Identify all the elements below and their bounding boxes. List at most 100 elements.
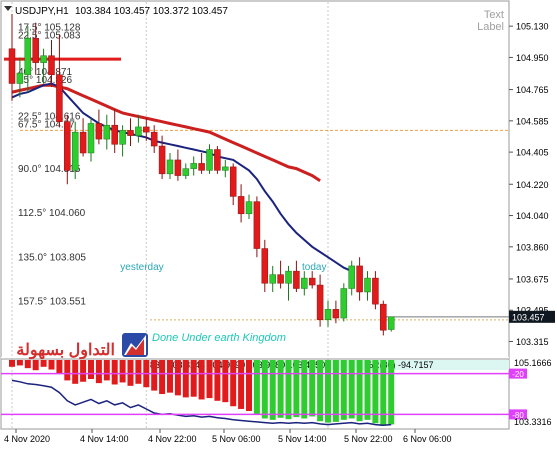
candle-body: [261, 248, 269, 284]
candle-body: [182, 168, 190, 176]
indicator-bar: [24, 360, 31, 369]
indicator-bar: [174, 360, 181, 396]
fib-level-label: 90.0° 104.315: [18, 164, 81, 175]
indicator-bar: [325, 360, 331, 423]
price-tick-label: 104.950: [516, 53, 549, 63]
fib-level-label: 45° 104.826: [18, 75, 72, 86]
indicator-bar: [340, 360, 347, 420]
fib-level-label: 17.5° 105.128: [18, 23, 81, 34]
day-separator-label: today: [302, 262, 326, 273]
candle-body: [71, 131, 79, 171]
indicator-bar: [48, 360, 55, 370]
indicator-name: %R(80): [365, 360, 396, 370]
indicator-bar: [182, 360, 189, 398]
indicator-axis-label-top: 105.1666: [514, 358, 552, 368]
indicator-bar: [103, 360, 110, 381]
fib-level-label: 157.5° 103.551: [18, 296, 86, 307]
price-tick-label: 104.220: [516, 180, 549, 190]
current-price-box: [509, 310, 555, 323]
indicator-bar: [238, 360, 245, 409]
indicator-bar: [111, 360, 118, 385]
price-tick-label: 103.860: [516, 242, 549, 252]
indicator-bar: [151, 360, 158, 391]
price-tick-label: 103.675: [516, 274, 549, 284]
indicator-bar: [159, 360, 166, 394]
price-tick-label: 103.495: [516, 306, 549, 316]
indicator-bar: [9, 360, 15, 367]
indicator-bar: [214, 360, 221, 401]
moving-averages: [11, 82, 353, 273]
indicator-bar: [80, 360, 87, 382]
indicator-bar: [301, 360, 308, 419]
indicator-readout: 832 103.8244 104.9790 103.9280 103.4150: [150, 360, 325, 370]
candle-body: [387, 316, 395, 330]
price-tick-label: 104.765: [516, 85, 549, 95]
text-label-line1: Text: [484, 9, 504, 21]
candle-body: [166, 159, 174, 175]
fib-level-label: 112.5° 104.060: [18, 208, 86, 219]
ohlc-readout: 103.384 103.457 103.372 103.457: [75, 6, 228, 17]
day-separators: yesterday today: [11, 2, 329, 429]
candle-body: [127, 130, 134, 136]
candle-body: [380, 303, 387, 331]
indicator-bar: [388, 360, 395, 425]
fast-moving-average-line: [11, 82, 353, 273]
candles: [8, 14, 395, 336]
price-tick-label: 103.315: [516, 337, 549, 347]
candle-body: [214, 149, 221, 171]
candle-body: [293, 270, 300, 289]
indicator-bar: [253, 360, 260, 415]
indicator-bar: [261, 360, 268, 419]
candle-body: [301, 277, 308, 289]
slow-moving-average-line: [11, 83, 321, 183]
candle-body: [316, 284, 324, 321]
indicator-bar: [40, 360, 47, 367]
candle-body: [245, 201, 253, 215]
candle-body: [198, 163, 205, 171]
time-tick-label: 4 Nov 22:00: [148, 434, 197, 444]
indicator-bar: [222, 360, 229, 403]
indicator-bar: [95, 360, 102, 384]
candle-body: [8, 48, 16, 84]
candle-body: [119, 130, 126, 145]
candle-body: [95, 123, 103, 140]
candle-body: [111, 124, 118, 145]
indicator-bar: [372, 360, 379, 424]
indicator-bar: [348, 360, 355, 419]
candle-body: [229, 166, 237, 197]
indicator-bar: [277, 360, 284, 418]
indicator-bar: [293, 360, 300, 418]
candle-body: [269, 274, 276, 284]
candle-body: [32, 38, 39, 63]
indicator-bar: [285, 360, 292, 420]
candle-body: [308, 277, 316, 286]
indicator-level-label: -20: [512, 370, 524, 379]
indicator-bar: [309, 360, 316, 417]
brand-logo-icon: [122, 333, 148, 357]
dropdown-triangle-icon[interactable]: [4, 6, 12, 11]
indicator-bar: [364, 360, 371, 420]
symbol-label: USDJPY,H1: [15, 6, 69, 17]
watermark-text: Done Under earth Kingdom: [152, 332, 286, 344]
candle-body: [324, 309, 332, 321]
indicator-level-label: -80: [512, 411, 524, 420]
candle-body: [285, 270, 292, 284]
time-tick-label: 6 Nov 06:00: [403, 434, 452, 444]
text-label-line2: Label: [477, 21, 504, 33]
candle-body: [24, 38, 32, 76]
candle-body: [143, 126, 150, 133]
brand-arabic-text: التداول بسهولة: [16, 342, 115, 360]
candle-body: [222, 166, 229, 171]
time-tick-label: 5 Nov 06:00: [212, 434, 261, 444]
candle-body: [48, 55, 55, 76]
indicator-divider: [1, 357, 509, 359]
indicator-bar: [356, 360, 363, 422]
candle-body: [103, 124, 111, 140]
candle-body: [190, 163, 197, 169]
price-tick-label: 104.585: [516, 116, 549, 126]
williams-r-indicator: 832 103.8244 104.9790 103.9280 103.4150%…: [1, 357, 552, 427]
fib-level-label: 67.5° 104.57: [18, 119, 75, 130]
candle-body: [340, 288, 348, 319]
indicator-bar: [16, 360, 23, 366]
